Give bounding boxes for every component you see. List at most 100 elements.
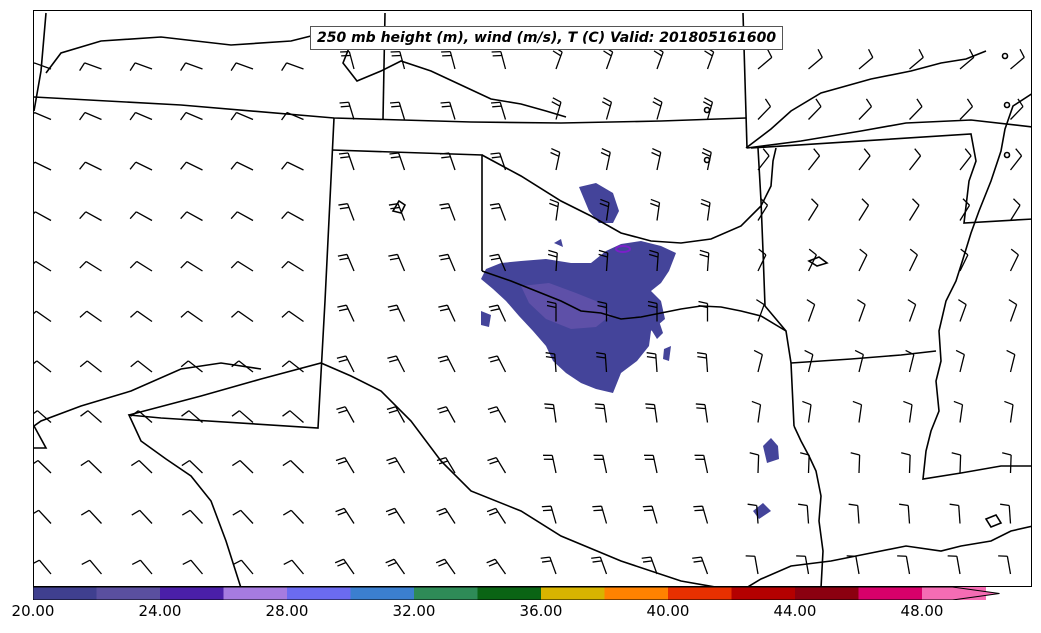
colorbar-segment [541, 587, 605, 600]
map-panel: 250 mb height (m), wind (m/s), T (C) Val… [33, 10, 1032, 587]
wind-barb [955, 349, 965, 373]
wind-barb [487, 456, 507, 474]
wind-barb [702, 97, 714, 120]
wind-barb [594, 403, 608, 423]
wind-barb [644, 454, 658, 474]
wind-barb [848, 503, 860, 524]
wind-barb [1009, 198, 1021, 221]
wind-barb [908, 148, 922, 171]
wind-barb [699, 249, 710, 272]
wind-barb [389, 101, 406, 120]
wind-barb [958, 299, 967, 322]
wind-barb [34, 161, 52, 171]
wind-barb [947, 555, 961, 575]
colorbar-segment [287, 587, 351, 600]
wind-barb [653, 46, 664, 70]
wind-barb [230, 62, 254, 71]
wind-barb [953, 400, 964, 423]
wind-barb [490, 152, 507, 171]
wind-barb [858, 98, 873, 120]
wind-barb [599, 198, 610, 221]
wind-barb [907, 299, 917, 322]
border-missouri-north [746, 119, 1031, 149]
wind-barb [283, 559, 304, 575]
wind-barb [858, 248, 868, 272]
wind-barb [129, 62, 153, 71]
wind-barb [807, 248, 817, 272]
wind-barb [858, 198, 870, 221]
wind-barb [386, 456, 406, 474]
wind-barb [489, 203, 507, 221]
missouri-river [745, 50, 987, 149]
wind-barb [1006, 349, 1016, 373]
wind-barb [180, 260, 203, 272]
wind-barb [129, 211, 153, 222]
colorbar-segment [858, 587, 923, 600]
wind-barb [549, 198, 560, 221]
border-kansas-south [34, 96, 747, 124]
wind-barb [641, 556, 658, 575]
wind-barb [337, 304, 355, 322]
wind-barb [337, 253, 355, 272]
wind-barb [488, 304, 507, 322]
colorbar-segment [604, 587, 669, 600]
colorbar-segment [477, 587, 542, 600]
wind-barb [951, 452, 962, 474]
wind-barb [603, 46, 614, 70]
wind-barb [232, 559, 254, 575]
wind-barb [645, 403, 658, 423]
wind-barb [491, 50, 507, 70]
wind-barb [903, 400, 913, 423]
wind-barb [131, 459, 153, 474]
wind-barb [998, 555, 1012, 575]
map-title: 250 mb height (m), wind (m/s), T (C) Val… [310, 26, 784, 50]
border-nm-west-stub [34, 425, 48, 449]
wind-barb [757, 48, 773, 70]
wind-barb [231, 360, 254, 373]
wind-barb [808, 48, 823, 70]
wind-barb [701, 147, 712, 171]
temperature-region [579, 183, 619, 223]
arkansas-river [481, 147, 777, 244]
wind-barb [850, 452, 861, 474]
temperature-region [554, 239, 563, 247]
red-river [481, 270, 787, 332]
wind-barb [807, 148, 821, 171]
wind-barb [232, 459, 254, 474]
wind-barb [858, 48, 874, 70]
wind-barb [80, 509, 102, 524]
wind-barb [338, 152, 355, 171]
colorbar-tick-label: 36.00 [519, 602, 563, 620]
wind-barb [488, 355, 507, 373]
wind-barb [901, 452, 911, 474]
wind-barb [34, 260, 52, 272]
wind-barb [34, 111, 52, 121]
wind-barb [897, 555, 911, 575]
wind-barb [181, 410, 203, 423]
colorbar-segment [223, 587, 288, 600]
wind-barb [437, 406, 456, 423]
wind-barb [490, 101, 507, 120]
wind-barb [130, 310, 153, 323]
border-tx-la [793, 425, 824, 586]
colorbar-segment [350, 587, 415, 600]
colorbar-segment [795, 587, 859, 600]
temperature-region [481, 311, 491, 327]
border-oklahoma-panhandle [331, 149, 483, 271]
wind-barb [79, 260, 102, 272]
border-nm-east [127, 117, 335, 586]
wind-barb [440, 101, 456, 120]
wind-barb [79, 62, 102, 71]
colorbar-tick-label: 20.00 [11, 602, 55, 620]
wind-barb [598, 249, 609, 272]
wind-barb [694, 454, 709, 474]
wind-barb [651, 147, 662, 171]
wind-barb [387, 355, 406, 373]
wind-barb [597, 300, 608, 322]
wind-barb [807, 198, 819, 221]
colorbar-tick-label: 40.00 [646, 602, 690, 620]
wind-barb [129, 111, 153, 121]
wind-barb [854, 349, 864, 373]
wind-barb [698, 300, 709, 322]
wind-barb [592, 505, 608, 524]
